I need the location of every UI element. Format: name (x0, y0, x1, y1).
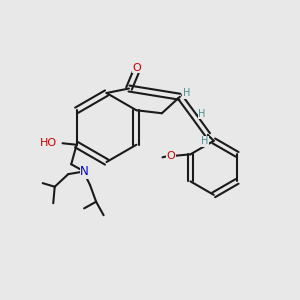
Text: H: H (201, 136, 208, 146)
Text: H: H (198, 109, 206, 119)
Text: HO: HO (40, 138, 57, 148)
Text: O: O (167, 151, 175, 161)
Text: N: N (80, 165, 89, 178)
Text: H: H (183, 88, 190, 98)
Text: O: O (132, 62, 141, 73)
